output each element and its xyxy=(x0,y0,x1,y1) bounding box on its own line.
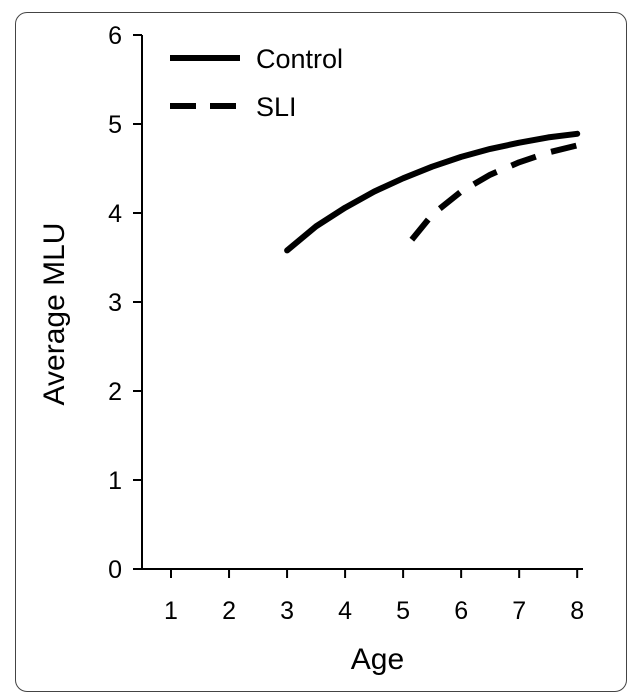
x-axis-title: Age xyxy=(351,643,404,676)
x-tick-label: 4 xyxy=(338,597,352,625)
x-tick-label: 5 xyxy=(396,597,410,625)
series-line-control xyxy=(284,130,581,254)
y-tick-label: 6 xyxy=(108,22,122,50)
y-tick-label: 2 xyxy=(108,378,122,406)
x-tick-label: 3 xyxy=(280,597,294,625)
y-tick-label: 4 xyxy=(108,200,122,228)
y-tick-label: 0 xyxy=(108,556,122,584)
legend-label-sli: SLI xyxy=(256,92,297,122)
x-tick-label: 7 xyxy=(512,597,526,625)
x-tick-label: 2 xyxy=(222,597,236,625)
y-axis-title: Average MLU xyxy=(38,223,71,406)
line-chart: 0 1 2 3 4 5 6 1 2 3 4 5 6 7 8 Age Average MLU Control SLI xyxy=(38,22,584,676)
x-tick-label: 6 xyxy=(454,597,468,625)
x-tick-label: 8 xyxy=(570,597,584,625)
x-tick-label: 1 xyxy=(164,597,178,625)
y-tick-label: 5 xyxy=(108,111,122,139)
series-line-sli xyxy=(409,142,578,242)
chart-frame xyxy=(15,12,627,692)
legend-label-control: Control xyxy=(256,44,343,74)
y-tick-label: 1 xyxy=(108,467,122,495)
y-tick-label: 3 xyxy=(108,289,122,317)
